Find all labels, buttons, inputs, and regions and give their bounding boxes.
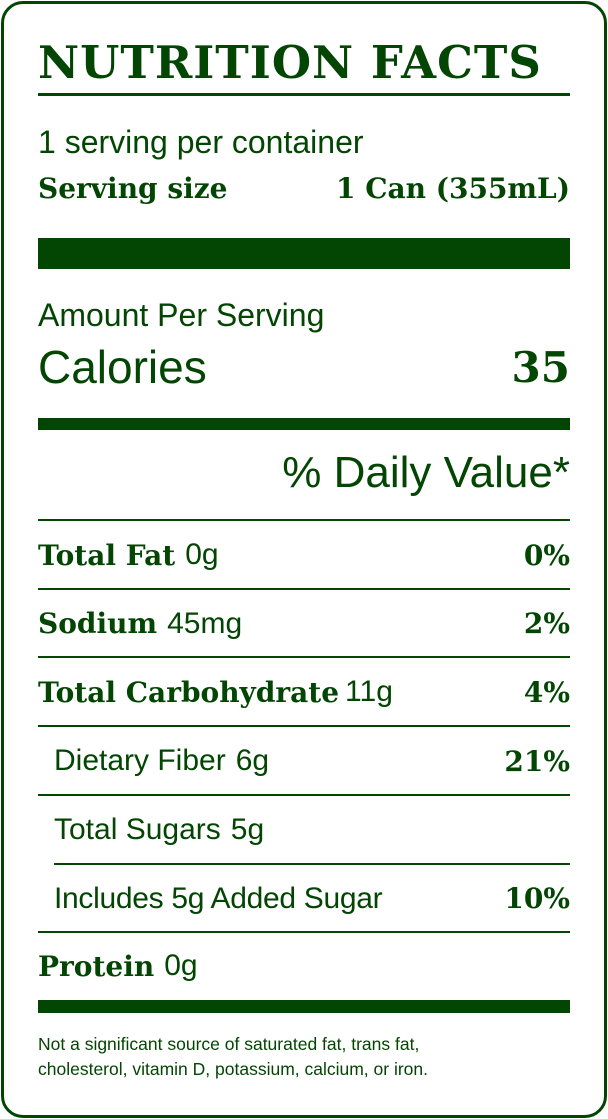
nutrient-row-total-sugars: Total Sugars 5g bbox=[38, 796, 570, 864]
nutrient-row-sodium: Sodium 45mg 2% bbox=[38, 590, 570, 657]
calories-row: Calories 35 bbox=[38, 340, 570, 394]
servings-per-container: 1 serving per container bbox=[38, 124, 364, 160]
nutrient-amount: 45mg bbox=[167, 606, 243, 640]
nutrient-name: Dietary Fiber bbox=[54, 744, 226, 777]
calories-value: 35 bbox=[511, 342, 570, 392]
nutrient-row-dietary-fiber: Dietary Fiber 6g 21% bbox=[38, 727, 570, 795]
nutrient-amount: 0g bbox=[185, 538, 219, 571]
nutrient-row-protein: Protein 0g bbox=[38, 933, 570, 999]
nutrient-amount: 5g bbox=[230, 813, 265, 846]
nutrient-name: Total Fat bbox=[38, 538, 176, 572]
amount-per-serving: Amount Per Serving bbox=[38, 297, 325, 333]
divider bbox=[38, 93, 570, 96]
row-divider bbox=[38, 588, 570, 590]
nutrient-amount: 6g bbox=[235, 744, 270, 777]
serving-size-label: Serving size bbox=[38, 172, 228, 205]
nutrient-amount: 11g bbox=[345, 675, 393, 708]
nutrient-dv: 2% bbox=[523, 607, 570, 640]
daily-value-header: % Daily Value* bbox=[282, 448, 570, 497]
row-divider bbox=[38, 519, 570, 521]
nutrient-row-added-sugar: Includes 5g Added Sugar 10% bbox=[38, 865, 570, 932]
medium-divider bbox=[38, 418, 570, 430]
nutrient-dv: 0% bbox=[523, 538, 570, 572]
nutrient-name: Total Sugars bbox=[54, 813, 221, 846]
medium-divider bbox=[38, 1000, 570, 1013]
serving-size-value: 1 Can (355mL) bbox=[335, 172, 570, 205]
nutrient-row-total-carbohydrate: Total Carbohydrate 11g 4% bbox=[38, 658, 570, 726]
nutrient-row-total-fat: Total Fat 0g 0% bbox=[38, 521, 570, 589]
thick-divider bbox=[38, 238, 570, 269]
nutrient-amount: 0g bbox=[164, 949, 198, 982]
footnote-line: Not a significant source of saturated fa… bbox=[38, 1034, 420, 1054]
row-divider bbox=[38, 794, 570, 796]
nutrient-name: Sodium bbox=[38, 607, 158, 640]
row-divider bbox=[54, 863, 570, 865]
serving-size-row: Serving size 1 Can (355mL) bbox=[38, 172, 570, 205]
row-divider bbox=[38, 931, 570, 933]
label-title: NUTRITION FACTS bbox=[38, 36, 542, 89]
nutrient-name: Total Carbohydrate bbox=[38, 675, 340, 709]
nutrient-dv: 4% bbox=[523, 675, 570, 709]
footnote-line: cholesterol, vitamin D, potassium, calci… bbox=[38, 1059, 428, 1079]
footnote: Not a significant source of saturated fa… bbox=[38, 1032, 570, 1082]
nutrient-name: Includes 5g Added Sugar bbox=[54, 881, 383, 915]
nutrient-dv: 21% bbox=[504, 744, 570, 778]
calories-label: Calories bbox=[38, 341, 207, 393]
nutrient-name: Protein bbox=[38, 949, 155, 983]
row-divider bbox=[38, 656, 570, 658]
nutrient-dv: 10% bbox=[504, 882, 570, 915]
row-divider bbox=[38, 725, 570, 727]
